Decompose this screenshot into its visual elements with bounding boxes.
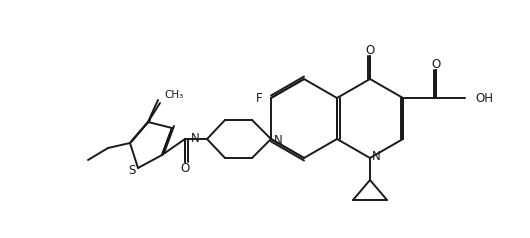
Text: S: S: [128, 164, 136, 177]
Text: O: O: [431, 58, 440, 70]
Text: N: N: [191, 133, 200, 145]
Text: CH₃: CH₃: [164, 90, 183, 100]
Text: OH: OH: [475, 91, 493, 104]
Text: F: F: [255, 91, 262, 104]
Text: O: O: [365, 44, 375, 56]
Text: N: N: [372, 149, 381, 163]
Text: O: O: [180, 163, 190, 175]
Text: N: N: [273, 134, 282, 148]
